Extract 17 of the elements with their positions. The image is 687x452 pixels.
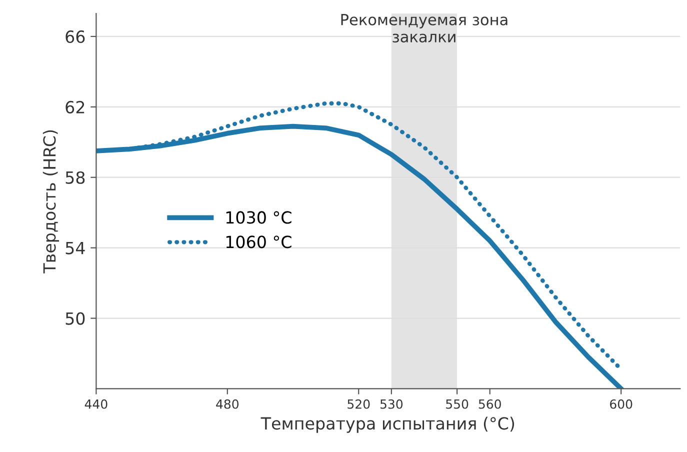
x-tick-label: 550 xyxy=(446,399,468,409)
y-tick-label: 62 xyxy=(66,100,84,114)
x-tick-label: 440 xyxy=(84,399,108,409)
y-tick-label: 54 xyxy=(66,242,85,254)
x-tick-label: 520 xyxy=(348,399,370,409)
x-tick-label: 480 xyxy=(216,399,239,409)
y-tick-label: 58 xyxy=(66,171,85,184)
y-tick-label: 66 xyxy=(66,30,85,44)
legend-label: 1060 °C xyxy=(226,236,292,248)
x-tick-label: 560 xyxy=(478,399,501,409)
x-axis-title: Температура испытания (°C) xyxy=(260,416,514,433)
legend-label: 1030 °C xyxy=(226,211,292,224)
band-label: Рекомендуемая зона закалки xyxy=(341,14,508,42)
x-tick-label: 600 xyxy=(610,399,632,409)
y-tick-label: 50 xyxy=(66,312,85,325)
x-tick-label: 530 xyxy=(380,399,403,409)
y-axis-title: Твердость (HRC) xyxy=(42,130,59,274)
